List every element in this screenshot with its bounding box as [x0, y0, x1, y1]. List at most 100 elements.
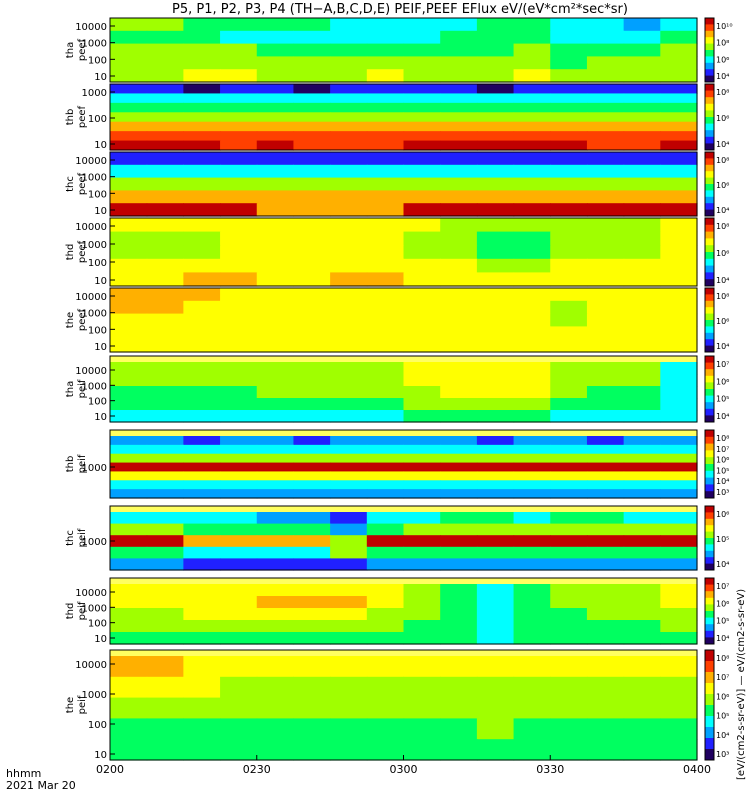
- heatmap-cell: [220, 739, 258, 761]
- heatmap-cell: [403, 231, 441, 246]
- heatmap-cell: [110, 512, 148, 525]
- colorbar-frame: [704, 429, 715, 499]
- heatmap-cell: [146, 656, 184, 678]
- colorbar-segment: [705, 203, 714, 211]
- heatmap-cell: [476, 489, 515, 499]
- colorbar-segment: [705, 443, 714, 451]
- heatmap-cell: [330, 523, 368, 536]
- heatmap-cell: [476, 313, 515, 327]
- heatmap-cell: [586, 697, 625, 719]
- colorbar-segment: [705, 356, 714, 364]
- heatmap-cell: [403, 112, 441, 123]
- heatmap-cell: [293, 152, 331, 166]
- heatmap-cell: [403, 288, 441, 302]
- heatmap-cell: [403, 93, 441, 104]
- heatmap-cell: [476, 69, 515, 83]
- heatmap-cell: [330, 535, 368, 548]
- heatmap-cell: [586, 480, 625, 490]
- heatmap-cell: [183, 18, 221, 32]
- heatmap-cell: [220, 30, 258, 45]
- heatmap-cell: [623, 535, 661, 548]
- panel-frame: [109, 287, 698, 353]
- heatmap-cell: [110, 453, 148, 464]
- colorbar-segment: [705, 90, 714, 98]
- heatmap-cell: [476, 739, 515, 761]
- heatmap-cell: [550, 362, 588, 375]
- heatmap-cell: [623, 93, 661, 104]
- heatmap-cell: [550, 632, 588, 645]
- heatmap-cell: [660, 164, 698, 179]
- heatmap-cell: [660, 546, 698, 559]
- heatmap-cell: [586, 30, 625, 45]
- heatmap-cell: [366, 84, 405, 95]
- heatmap-cell: [146, 190, 184, 204]
- heatmap-cell: [330, 398, 368, 411]
- heatmap-cell: [513, 436, 551, 446]
- heatmap-cell: [623, 30, 661, 45]
- heatmap-cell: [366, 697, 405, 719]
- panel-top-strip: [110, 506, 697, 512]
- panel-label-product: peef: [77, 172, 88, 195]
- heatmap-cell: [403, 410, 441, 423]
- heatmap-cell: [403, 596, 441, 609]
- heatmap-cell: [146, 339, 184, 353]
- heatmap-cell: [623, 656, 661, 678]
- heatmap-cell: [293, 676, 331, 699]
- heatmap-cell: [513, 489, 551, 499]
- heatmap-cell: [293, 121, 331, 132]
- heatmap-cell: [623, 152, 661, 166]
- heatmap-cell: [183, 436, 221, 446]
- heatmap-cell: [110, 93, 148, 104]
- heatmap-cell: [330, 362, 368, 375]
- heatmap-cell: [146, 152, 184, 166]
- colorbar-tick-label: 10⁵: [716, 712, 729, 721]
- heatmap-cell: [256, 596, 295, 609]
- heatmap-cell: [586, 218, 625, 233]
- heatmap-cell: [183, 632, 221, 645]
- colorbar-segment: [705, 597, 714, 605]
- colorbar-frame: [704, 649, 715, 761]
- heatmap-cell: [183, 245, 221, 260]
- heatmap-cell: [183, 620, 221, 633]
- heatmap-cell: [293, 444, 331, 455]
- heatmap-cell: [366, 676, 405, 699]
- heatmap-cell: [146, 300, 184, 315]
- colorbar-frame: [704, 355, 715, 423]
- heatmap-cell: [440, 231, 478, 246]
- heatmap-cell: [550, 656, 588, 678]
- heatmap-cell: [293, 739, 331, 761]
- heatmap-cell: [403, 339, 441, 353]
- y-tick-label: 100: [88, 114, 107, 125]
- heatmap-cell: [110, 584, 148, 597]
- heatmap-cell: [403, 436, 441, 446]
- heatmap-cell: [660, 535, 698, 548]
- heatmap-cell: [256, 453, 295, 464]
- heatmap-cell: [586, 512, 625, 525]
- heatmap-cell: [366, 436, 405, 446]
- heatmap-cell: [293, 218, 331, 233]
- heatmap-cell: [330, 489, 368, 499]
- heatmap-cell: [183, 398, 221, 411]
- heatmap-cell: [586, 535, 625, 548]
- heatmap-cell: [110, 30, 148, 45]
- heatmap-cell: [330, 326, 368, 340]
- heatmap-cell: [256, 30, 295, 45]
- heatmap-cell: [366, 152, 405, 166]
- heatmap-cell: [476, 480, 515, 490]
- heatmap-cell: [366, 535, 405, 548]
- panel-frame: [109, 577, 698, 645]
- heatmap-cell: [550, 203, 588, 217]
- heatmap-cell: [146, 436, 184, 446]
- heatmap-cell: [256, 231, 295, 246]
- panel-frame: [109, 17, 698, 83]
- heatmap-cell: [440, 471, 478, 481]
- heatmap-cell: [586, 374, 625, 387]
- heatmap-cell: [623, 190, 661, 204]
- heatmap-cell: [623, 584, 661, 597]
- heatmap-cell: [440, 410, 478, 423]
- heatmap-cell: [440, 84, 478, 95]
- colorbar-segment: [705, 450, 714, 458]
- heatmap-cell: [293, 84, 331, 95]
- colorbar-segment: [705, 538, 714, 545]
